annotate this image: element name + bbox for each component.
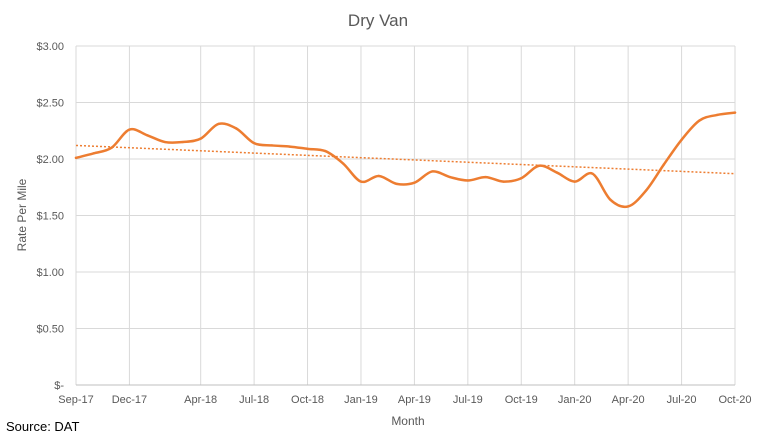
x-tick-label: Jul-19 [453,394,483,406]
x-tick-label: Sep-17 [58,394,93,406]
trendline-line [75,144,736,175]
x-tick-label: Jan-20 [558,394,592,406]
y-tick-label: $3.00 [36,41,64,53]
data-point [181,140,185,144]
data-point [431,170,434,173]
data-point [466,179,470,182]
data-point [502,180,505,183]
tick-labels: $- $0.50 $1.00 $1.50 $2.00 $2.50 $3.00 Sep-17 De… [36,41,751,406]
x-tick-label: Oct-18 [291,394,324,406]
x-axis-label: Month [391,414,424,428]
data-point [573,180,576,183]
x-tick-label: Apr-19 [398,394,431,406]
data-point [537,164,541,167]
x-tick-label: Oct-20 [718,394,751,406]
data-point [609,198,612,201]
data-point [698,119,701,122]
data-point [555,171,559,174]
y-tick-label: $2.00 [36,154,64,166]
data-point [128,128,131,131]
data-point [288,145,291,148]
gridlines [75,45,736,385]
data-point [644,189,648,192]
x-tick-label: Jul-20 [667,394,697,406]
data-point [110,146,113,149]
x-tick-label: Jan-19 [344,394,378,406]
source-note: Source: DAT [6,419,80,434]
y-tick-label: $0.50 [36,324,64,336]
series-line-dry-van [74,111,737,209]
data-point [341,162,345,165]
chart-title: Dry Van [348,11,408,30]
x-tick-label: Dec-17 [112,394,147,406]
data-point [306,147,309,151]
data-point [235,127,238,130]
data-point [199,137,202,140]
data-point [92,152,96,155]
data-point [324,149,327,153]
data-point [163,140,167,144]
x-tick-label: Jul-18 [239,394,269,406]
y-tick-label: $1.50 [36,211,64,223]
y-tick-label: $2.50 [36,98,64,110]
data-point [270,144,274,147]
x-tick-label: Apr-20 [612,394,645,406]
data-point [74,156,78,160]
y-tick-label: $- [54,380,64,392]
trendline [75,144,736,175]
data-point [448,175,452,179]
y-tick-label: $1.00 [36,267,64,279]
data-point [484,175,487,179]
data-point [626,205,630,208]
data-point [217,122,220,126]
data-point [733,111,737,114]
data-point [252,141,256,145]
data-point [377,174,380,178]
data-point [359,180,363,183]
data-point [591,172,594,175]
data-point [715,113,719,117]
series-lines [74,111,737,209]
data-point [680,138,683,141]
data-point [520,177,523,180]
data-point [413,181,416,184]
data-point [662,163,665,166]
x-tick-label: Apr-18 [184,394,217,406]
x-tick-label: Oct-19 [505,394,538,406]
data-point [395,182,398,186]
data-point [146,134,149,137]
y-axis-label: Rate Per Mile [15,178,29,251]
